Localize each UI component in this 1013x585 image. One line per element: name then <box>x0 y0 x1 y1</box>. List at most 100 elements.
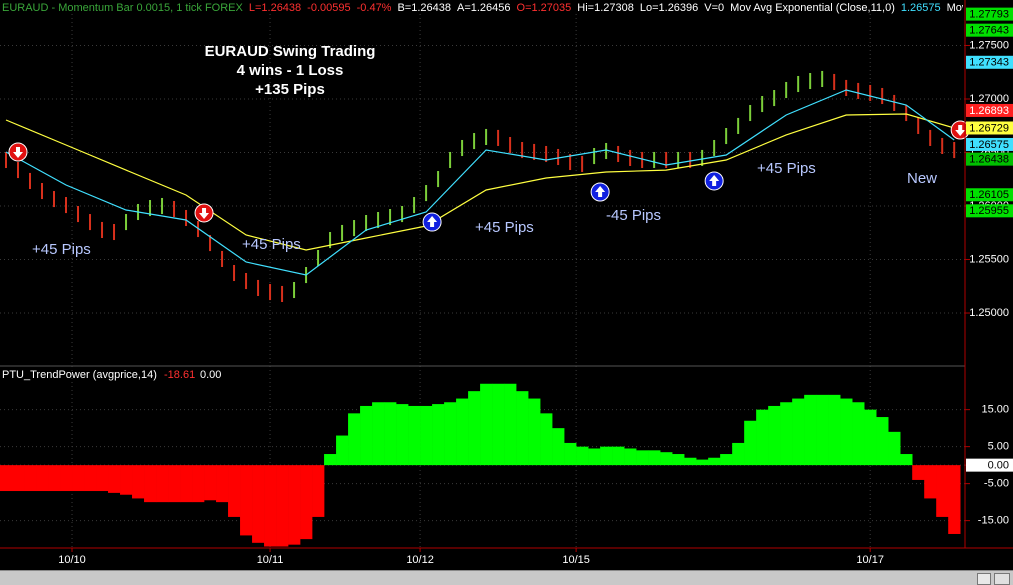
trend-power-column <box>24 465 37 492</box>
trend-power-column <box>0 465 13 492</box>
price-marker <box>966 137 1013 151</box>
trend-power-column <box>780 402 793 466</box>
y-tick-label: -15.00 <box>978 515 1009 527</box>
trend-power-column <box>732 442 745 466</box>
trend-power-column <box>324 454 337 466</box>
price-marker-label: 1.26893 <box>969 105 1009 117</box>
trend-power-column <box>48 465 61 492</box>
price-marker <box>966 188 1013 202</box>
trend-power-column <box>480 383 493 466</box>
trend-power-column <box>240 465 253 536</box>
trend-power-column <box>264 465 277 547</box>
trend-power-column <box>72 465 85 492</box>
trend-power-column <box>792 398 805 466</box>
trend-power-column <box>840 398 853 466</box>
trend-power-column <box>288 465 301 545</box>
trend-power-column <box>924 465 937 499</box>
trend-power-column <box>456 398 469 466</box>
trend-power-column <box>420 405 433 466</box>
x-tick-label: 10/15 <box>562 554 590 566</box>
price-marker-label: 1.26105 <box>969 189 1009 201</box>
zero-marker-label: 0.00 <box>988 460 1009 472</box>
y-tick-label: 1.27500 <box>969 39 1009 51</box>
price-marker-label: 1.26575 <box>969 139 1009 151</box>
trend-power-column <box>168 465 181 503</box>
trend-power-column <box>432 404 445 466</box>
price-marker <box>966 55 1013 69</box>
trend-power-column <box>768 405 781 466</box>
trend-power-column <box>156 465 169 503</box>
signal-marker <box>590 182 610 202</box>
trend-power-column <box>564 442 577 466</box>
zero-marker <box>966 458 1013 472</box>
trend-power-column <box>132 465 145 499</box>
plot-area <box>0 70 970 547</box>
price-marker-label: 1.27643 <box>969 25 1009 37</box>
trend-power-column <box>648 450 661 466</box>
trend-power-column <box>492 383 505 466</box>
header-item: V=0 <box>704 2 725 14</box>
signal-arrow <box>199 207 210 219</box>
header-item: Mov A <box>946 2 963 14</box>
signal-marker <box>8 142 28 162</box>
trend-power-column <box>252 465 265 543</box>
indicator-readout: -18.61 <box>164 369 195 381</box>
header-item: EURAUD - Momentum Bar 0.0015, 1 tick FOR… <box>2 2 243 14</box>
trend-power-column <box>864 409 877 466</box>
signal-arrow <box>709 174 720 186</box>
trend-power-column <box>216 465 229 503</box>
chart: 1.275001.270001.265001.260001.255001.250… <box>0 0 1013 566</box>
trend-power-column <box>504 383 517 466</box>
y-tick-label: 1.27000 <box>969 93 1009 105</box>
moving-average-line <box>5 89 955 276</box>
signal-arrow <box>595 185 606 197</box>
header-item: A=1.26456 <box>457 2 511 14</box>
header-item: Hi=1.27308 <box>577 2 634 14</box>
header-item: 1.26575 <box>900 2 941 14</box>
trend-power-column <box>120 465 133 495</box>
trend-power-column <box>60 465 73 492</box>
y-tick-label: 15.00 <box>981 404 1009 416</box>
signal-arrow <box>13 146 24 158</box>
trend-power-column <box>360 405 373 466</box>
trend-power-column <box>900 454 913 466</box>
trend-power-column <box>96 465 109 492</box>
header-item: B=1.26438 <box>397 2 451 14</box>
trend-power-column <box>624 448 637 466</box>
trend-power-column <box>816 394 829 466</box>
moving-average-line <box>5 113 955 251</box>
price-marker-label: 1.26438 <box>969 154 1009 166</box>
scrollbar[interactable] <box>0 570 1013 585</box>
trend-power-column <box>276 465 289 547</box>
trend-power-column <box>876 417 889 466</box>
scroll-arrow[interactable] <box>994 573 1010 585</box>
chart-title: EURAUD Swing Trading <box>205 43 376 60</box>
y-tick-label: 5.00 <box>988 441 1009 453</box>
trend-power-column <box>636 450 649 466</box>
x-tick-label: 10/12 <box>406 554 434 566</box>
trend-power-column <box>804 394 817 466</box>
trend-power-column <box>372 402 385 466</box>
trend-power-column <box>444 402 457 466</box>
trend-power-column <box>180 465 193 503</box>
trend-power-column <box>936 465 949 517</box>
trend-power-column <box>672 454 685 466</box>
trend-power-column <box>468 391 481 466</box>
signal-arrow <box>955 125 966 137</box>
trend-power-column <box>744 420 757 466</box>
trend-power-column <box>852 402 865 466</box>
price-marker <box>966 152 1013 166</box>
trend-power-column <box>696 459 709 466</box>
trend-power-column <box>348 413 361 466</box>
price-marker-label: 1.27343 <box>969 57 1009 69</box>
price-marker <box>966 121 1013 135</box>
trend-power-column <box>204 465 217 501</box>
trend-power-column <box>528 398 541 466</box>
trend-power-column <box>708 457 721 466</box>
price-marker <box>966 103 1013 117</box>
trend-power-column <box>912 465 925 480</box>
scroll-thumb[interactable] <box>977 573 991 585</box>
trend-power-column <box>588 448 601 466</box>
quote-header: EURAUD - Momentum Bar 0.0015, 1 tick FOR… <box>2 1 963 15</box>
